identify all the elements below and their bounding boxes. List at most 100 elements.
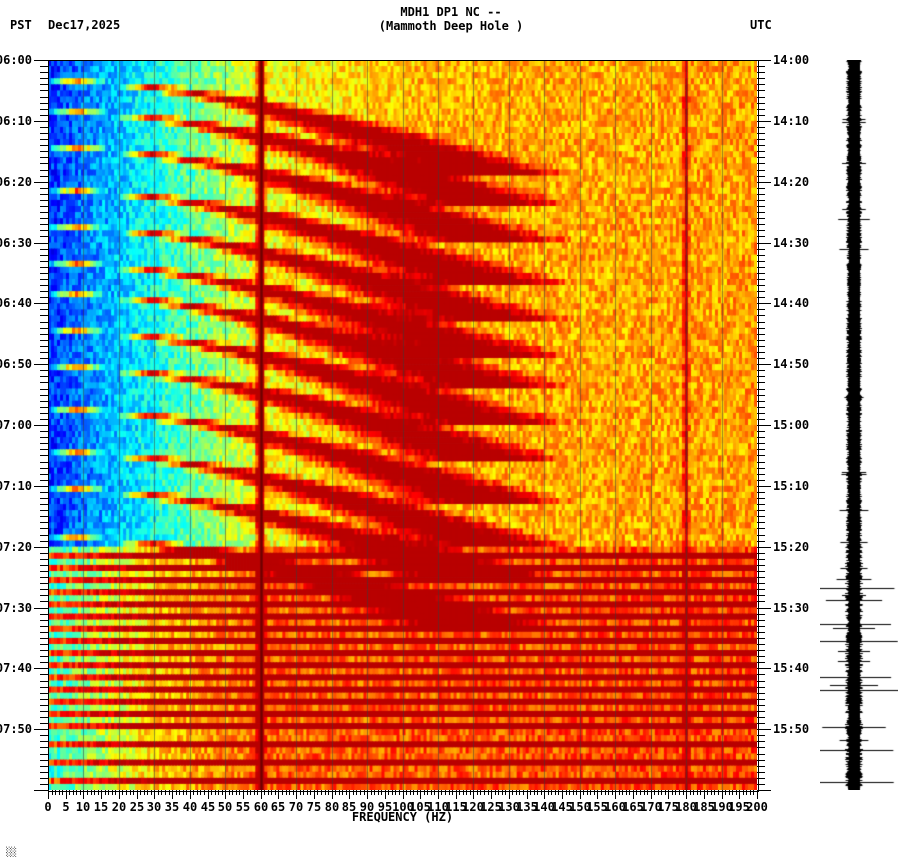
time-tick-minor [40,224,48,225]
freq-tick-minor [215,790,216,795]
freq-tick-major [491,790,492,799]
time-tick-minor [40,78,48,79]
timezone-label-right: UTC [750,18,772,32]
time-tick-minor [40,468,48,469]
freq-tick-label: 150 [569,800,591,814]
time-tick-minor [40,553,48,554]
freq-tick-minor [661,790,662,795]
freq-tick-minor [697,790,698,795]
time-tick-minor [40,595,48,596]
time-tick-minor [40,194,48,195]
freq-tick-label: 55 [235,800,251,814]
time-tick-minor [40,267,48,268]
time-tick-minor [40,103,48,104]
time-tick-minor [757,109,765,110]
time-tick-minor [757,754,765,755]
freq-tick-minor [197,790,198,795]
freq-tick-minor [232,790,233,795]
freq-tick-minor [672,790,673,795]
time-tick-minor [757,449,765,450]
time-tick-minor [757,322,765,323]
time-tick-minor [757,90,765,91]
freq-tick-label: 185 [693,800,715,814]
freq-tick-major [243,790,244,799]
time-tick-minor [757,340,765,341]
time-tick-minor [757,620,765,621]
freq-tick-minor [640,790,641,795]
freq-tick-major [367,790,368,799]
time-tick-minor [757,218,765,219]
time-tick-minor [757,741,765,742]
freq-tick-minor [98,790,99,795]
time-tick-minor [757,84,765,85]
freq-tick-minor [76,790,77,795]
time-tick-label-utc: 15:30 [773,601,810,615]
freq-tick-major [349,790,350,799]
time-tick-label-pst: 06:20 [0,175,32,189]
time-tick-minor [757,553,765,554]
freq-tick-minor [239,790,240,795]
freq-tick-minor [502,790,503,795]
time-tick-minor [757,200,765,201]
time-tick-minor [40,328,48,329]
time-tick-minor [40,315,48,316]
time-tick-minor [40,522,48,523]
time-tick-major [34,668,48,669]
time-tick-minor [40,735,48,736]
time-tick-minor [40,674,48,675]
time-tick-major [34,608,48,609]
time-tick-minor [40,230,48,231]
freq-tick-minor [381,790,382,795]
time-tick-minor [40,291,48,292]
freq-tick-minor [480,790,481,795]
time-tick-minor [40,620,48,621]
time-tick-minor [40,541,48,542]
freq-tick-minor [693,790,694,795]
time-tick-minor [40,346,48,347]
freq-tick-minor [342,790,343,795]
freq-tick-minor [583,790,584,795]
time-tick-minor [40,279,48,280]
freq-tick-minor [612,790,613,795]
time-tick-minor [757,662,765,663]
freq-tick-minor [250,790,251,795]
time-tick-minor [40,285,48,286]
time-tick-minor [40,309,48,310]
time-tick-label-utc: 14:50 [773,357,810,371]
freq-tick-major [208,790,209,799]
freq-tick-major [757,790,758,799]
time-tick-minor [40,382,48,383]
time-tick-minor [40,395,48,396]
time-tick-minor [40,492,48,493]
freq-tick-major [473,790,474,799]
freq-tick-minor [378,790,379,795]
time-tick-minor [40,504,48,505]
freq-tick-label: 180 [675,800,697,814]
freq-tick-minor [303,790,304,795]
time-tick-minor [757,413,765,414]
time-tick-minor [757,395,765,396]
time-tick-minor [40,754,48,755]
freq-tick-minor [374,790,375,795]
time-tick-minor [757,510,765,511]
freq-tick-minor [736,790,737,795]
freq-tick-minor [147,790,148,795]
time-tick-minor [40,455,48,456]
time-tick-minor [40,218,48,219]
freq-tick-minor [356,790,357,795]
freq-tick-major [225,790,226,799]
freq-tick-minor [282,790,283,795]
time-tick-minor [757,78,765,79]
time-axis-pst: 06:00 06:10 06:20 06:30 06:40 06:50 07:00 07:10… [0,53,48,791]
freq-tick-minor [441,790,442,795]
freq-tick-minor [165,790,166,795]
freq-tick-minor [364,790,365,795]
time-tick-minor [40,535,48,536]
time-tick-major [34,425,48,426]
freq-tick-minor [151,790,152,795]
freq-tick-minor [434,790,435,795]
spectrogram-plot[interactable] [48,60,757,790]
freq-tick-minor [477,790,478,795]
time-tick-label-pst: 07:30 [0,601,32,615]
freq-tick-minor [711,790,712,795]
